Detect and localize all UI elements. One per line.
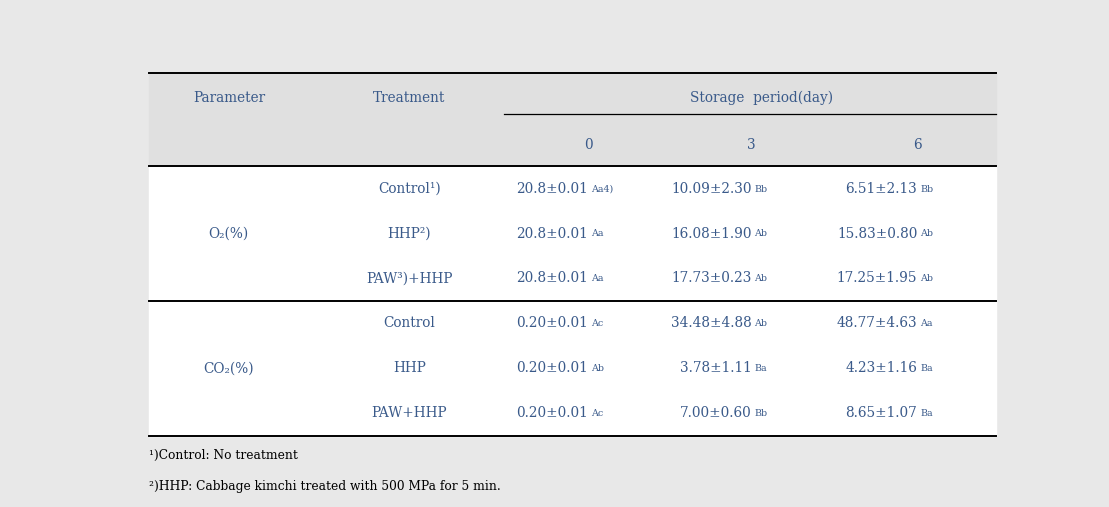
Text: Ab: Ab [754,230,767,238]
Text: 0.20±0.01: 0.20±0.01 [517,406,588,420]
Text: Bb: Bb [920,185,933,194]
Text: Aa: Aa [591,230,603,238]
Text: 6.51±2.13: 6.51±2.13 [845,182,917,196]
Text: 20.8±0.01: 20.8±0.01 [517,227,588,241]
Text: 20.8±0.01: 20.8±0.01 [517,182,588,196]
Text: 48.77±4.63: 48.77±4.63 [836,316,917,331]
Text: Storage  period(day): Storage period(day) [690,91,833,105]
Text: Control: Control [384,316,436,331]
Text: 8.65±1.07: 8.65±1.07 [845,406,917,420]
Text: Ab: Ab [920,230,933,238]
Text: Bb: Bb [754,185,767,194]
Text: ²)HHP: Cabbage kimchi treated with 500 MPa for 5 min.: ²)HHP: Cabbage kimchi treated with 500 M… [149,480,500,493]
Text: Control¹): Control¹) [378,182,440,196]
Text: Ab: Ab [754,319,767,328]
Text: HHP: HHP [393,361,426,375]
Text: HHP²): HHP²) [387,227,431,241]
Text: 17.25±1.95: 17.25±1.95 [837,271,917,285]
Text: 0: 0 [583,138,592,152]
Text: Ab: Ab [920,274,933,283]
Text: 7.00±0.60: 7.00±0.60 [680,406,752,420]
Text: 6: 6 [913,138,922,152]
Text: Aa: Aa [920,319,933,328]
Text: Parameter: Parameter [193,91,265,105]
Text: O₂(%): O₂(%) [208,227,250,241]
Text: 3.78±1.11: 3.78±1.11 [680,361,752,375]
Text: 16.08±1.90: 16.08±1.90 [671,227,752,241]
Text: Aa4): Aa4) [591,185,613,194]
Text: Ac: Ac [591,319,603,328]
Text: Aa: Aa [591,274,603,283]
Text: PAW³)+HHP: PAW³)+HHP [366,271,452,285]
Text: Bb: Bb [754,409,767,418]
Text: 0.20±0.01: 0.20±0.01 [517,361,588,375]
Text: Ab: Ab [754,274,767,283]
Text: 4.23±1.16: 4.23±1.16 [845,361,917,375]
Text: Ba: Ba [920,364,933,373]
Text: 15.83±0.80: 15.83±0.80 [837,227,917,241]
Bar [149,73,996,166]
Bar [149,166,996,436]
Text: 34.48±4.88: 34.48±4.88 [671,316,752,331]
Text: Ab: Ab [591,364,604,373]
Text: Ac: Ac [591,409,603,418]
Text: ¹)Control: No treatment: ¹)Control: No treatment [149,449,298,462]
Text: CO₂(%): CO₂(%) [204,361,254,375]
Text: PAW+HHP: PAW+HHP [372,406,447,420]
Text: 20.8±0.01: 20.8±0.01 [517,271,588,285]
Text: Ba: Ba [920,409,933,418]
Text: Ba: Ba [754,364,766,373]
Text: 17.73±0.23: 17.73±0.23 [671,271,752,285]
Text: 10.09±2.30: 10.09±2.30 [671,182,752,196]
Text: 3: 3 [747,138,755,152]
Text: 0.20±0.01: 0.20±0.01 [517,316,588,331]
Text: Treatment: Treatment [373,91,446,105]
